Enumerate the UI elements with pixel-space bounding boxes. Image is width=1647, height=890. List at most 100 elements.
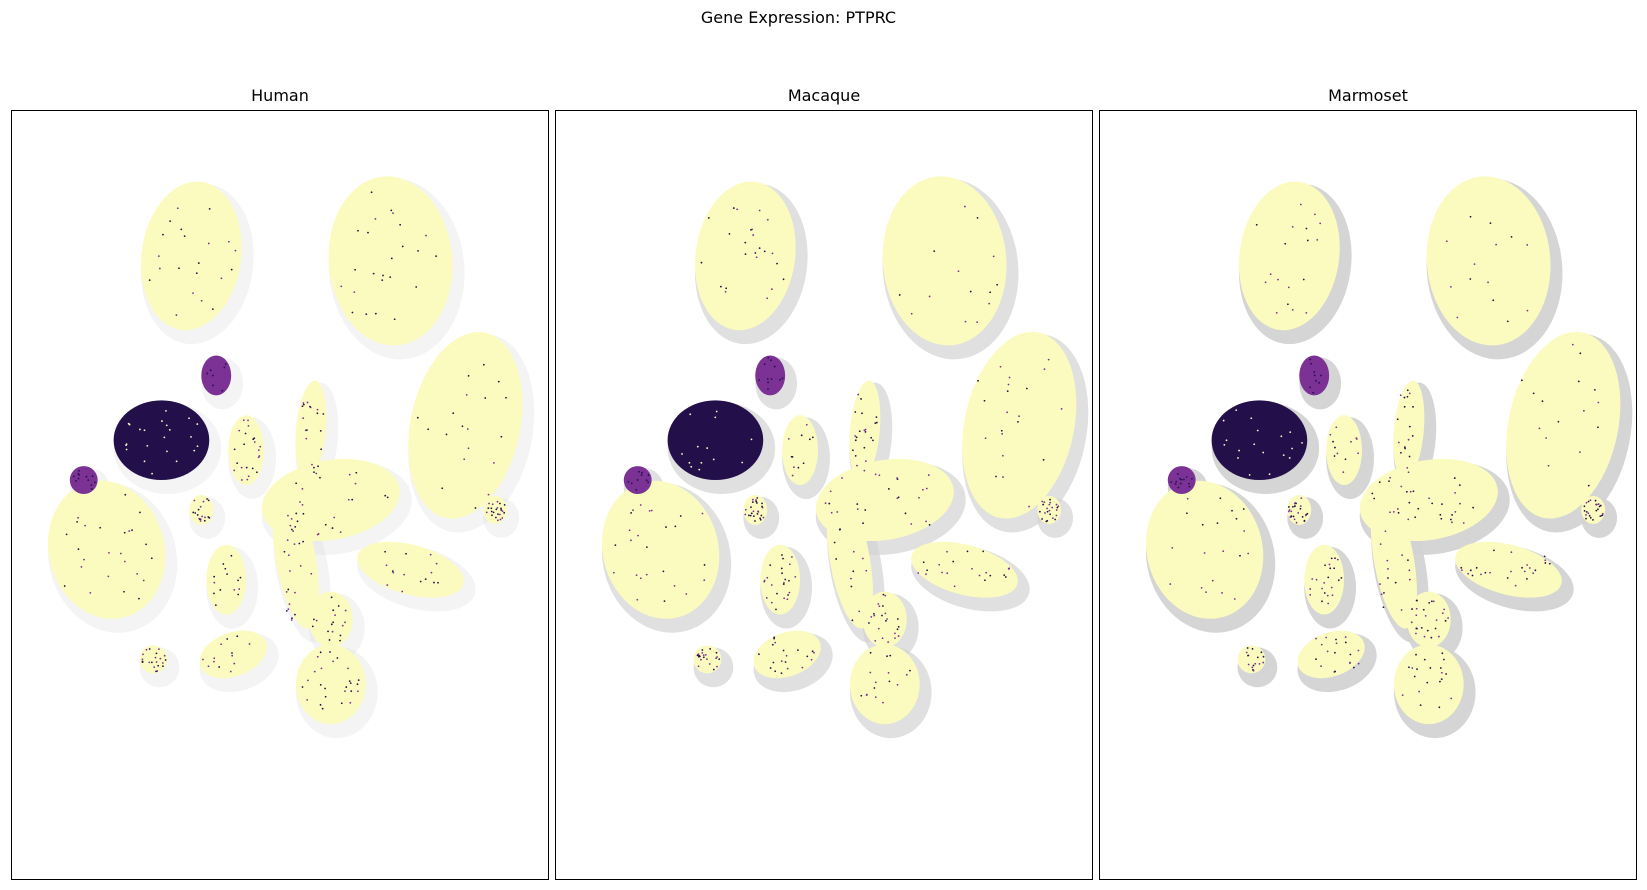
cell-point <box>1408 392 1411 395</box>
cell-point <box>1049 513 1052 516</box>
cell-point <box>302 512 305 515</box>
cell-point <box>808 438 811 441</box>
cell-point <box>788 579 790 582</box>
cell-point <box>214 604 217 606</box>
cell-point <box>1378 481 1381 484</box>
cell-point <box>1424 614 1427 617</box>
cell-point <box>910 312 913 315</box>
cell-point <box>780 567 783 570</box>
cell-point <box>1387 568 1389 570</box>
cell-point <box>1306 239 1309 242</box>
cell-point <box>966 550 969 553</box>
cell-point <box>1589 499 1592 502</box>
cell-point <box>1417 507 1420 510</box>
cell-point <box>1006 390 1009 392</box>
cell-point <box>865 569 868 572</box>
cell-point <box>231 654 234 657</box>
cell-point <box>741 461 744 464</box>
cell-point <box>1177 486 1180 489</box>
panel-title-macaque: Macaque <box>787 86 861 105</box>
cell-point <box>946 550 948 553</box>
cell-point <box>1201 523 1204 526</box>
cell-point <box>1289 516 1292 518</box>
cell-point <box>1291 447 1293 450</box>
cluster-immune <box>113 400 210 481</box>
cell-point <box>882 593 885 596</box>
cell-point <box>226 638 229 640</box>
cell-point <box>192 292 194 295</box>
cell-point <box>632 475 635 478</box>
cell-point <box>1438 706 1441 709</box>
cell-point <box>196 514 199 516</box>
cell-point <box>1256 429 1259 432</box>
cell-point <box>1329 433 1332 436</box>
cell-point <box>175 314 178 316</box>
cell-point <box>1048 509 1051 512</box>
cell-point <box>1299 203 1302 206</box>
cell-point <box>698 468 701 471</box>
cell-point <box>1256 656 1259 659</box>
cell-point <box>128 530 131 532</box>
cell-point <box>925 573 927 576</box>
cell-point <box>759 517 762 520</box>
cell-point <box>744 508 747 511</box>
cell-point <box>161 662 164 664</box>
cell-point <box>614 544 617 547</box>
cell-point <box>688 461 691 464</box>
cell-point <box>854 454 857 457</box>
cell-point <box>1176 473 1179 475</box>
cell-point <box>1401 694 1404 697</box>
cell-point <box>1313 374 1316 377</box>
cell-point <box>780 672 783 675</box>
cell-point <box>1471 574 1474 577</box>
cell-point <box>1180 478 1183 481</box>
cell-point <box>1585 511 1588 513</box>
cell-point <box>306 698 309 701</box>
cell-point <box>758 209 761 212</box>
cell-point <box>636 470 639 473</box>
cell-point <box>153 666 156 669</box>
cell-point <box>324 687 327 690</box>
cell-point <box>355 471 358 474</box>
cell-point <box>1332 440 1334 443</box>
cell-point <box>227 381 230 383</box>
cell-point <box>736 208 739 211</box>
cell-point <box>1349 661 1351 664</box>
cell-point <box>1451 514 1453 516</box>
cell-point <box>1489 222 1492 225</box>
cell-point <box>1170 481 1173 483</box>
cluster-left <box>47 480 166 619</box>
cell-point <box>856 464 858 467</box>
cell-point <box>673 584 676 587</box>
cell-point <box>1583 505 1586 508</box>
cell-point <box>1461 569 1463 572</box>
cell-point <box>1186 497 1189 500</box>
cell-point <box>1467 572 1470 575</box>
cell-point <box>896 477 899 479</box>
cell-point <box>1426 681 1429 684</box>
cell-point <box>89 591 92 594</box>
cell-point <box>248 643 251 645</box>
cluster-bottom-1 <box>849 644 920 725</box>
cell-point <box>349 682 352 684</box>
cell-point <box>873 612 875 615</box>
cell-point <box>213 592 215 595</box>
cell-point <box>141 658 144 661</box>
cell-point <box>1418 690 1421 693</box>
cell-point <box>889 654 892 657</box>
cell-point <box>1595 509 1598 512</box>
cell-point <box>1440 517 1443 520</box>
cell-point <box>345 686 348 688</box>
cell-point <box>1357 662 1360 665</box>
cell-point <box>643 487 646 490</box>
cell-point <box>873 687 876 689</box>
cell-point <box>1459 502 1461 505</box>
cell-point <box>1000 429 1003 432</box>
cell-point <box>1342 471 1345 474</box>
cell-point <box>1445 673 1448 675</box>
cell-point <box>223 366 226 369</box>
cell-point <box>875 421 878 424</box>
cell-point <box>856 503 859 505</box>
cell-point <box>766 576 769 579</box>
cell-point <box>715 657 717 660</box>
